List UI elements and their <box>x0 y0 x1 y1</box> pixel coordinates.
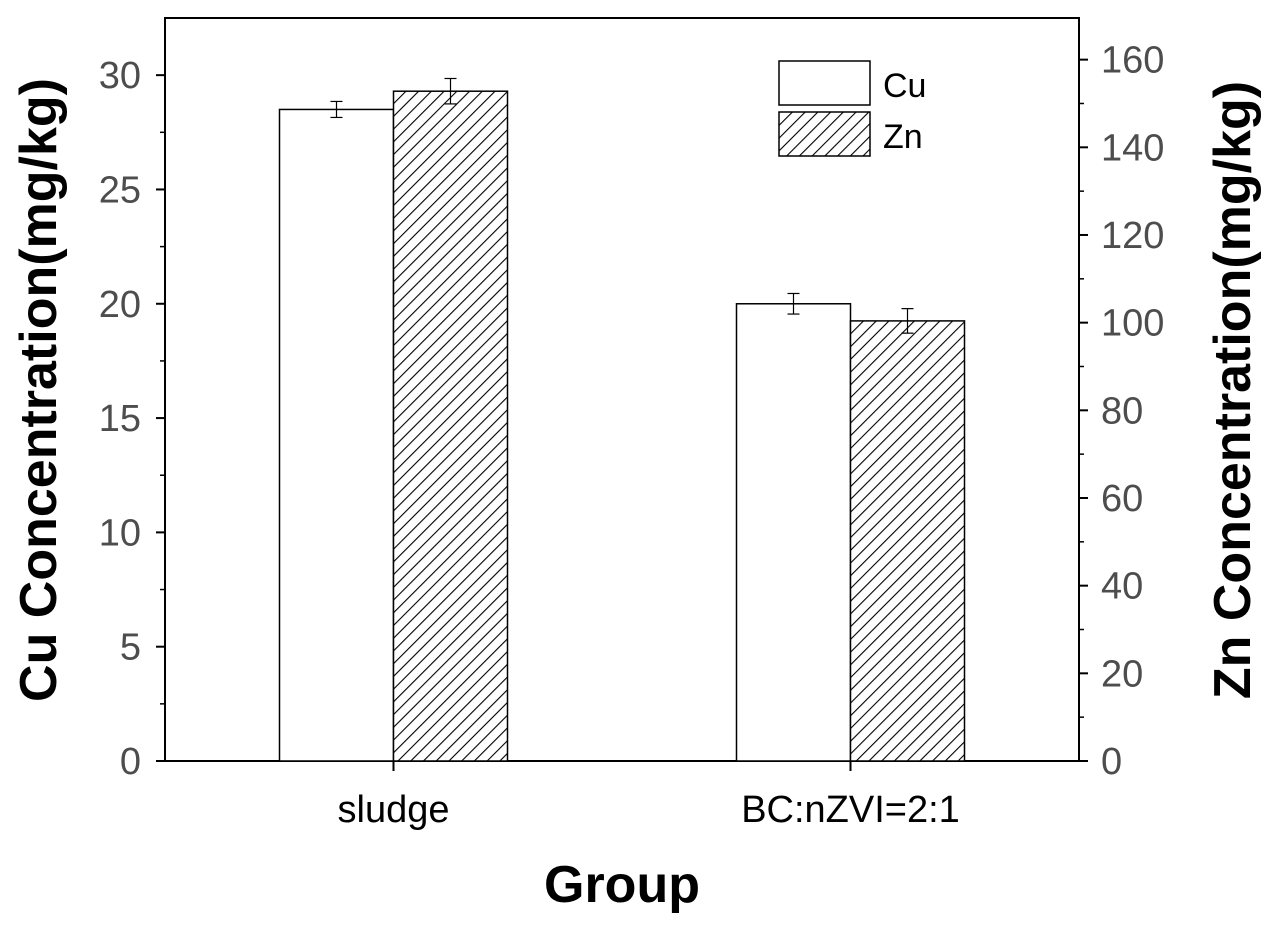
bar-zn <box>392 90 509 762</box>
right-y-axis: 0 20 40 60 80 100 120 140 160 <box>1079 40 1164 783</box>
legend: Cu Zn <box>778 60 926 157</box>
right-y-axis-title: Zn Concentration(mg/kg) <box>1204 81 1262 699</box>
plot-frame <box>164 17 1080 762</box>
left-tick-label: 5 <box>120 627 141 669</box>
bar-series <box>278 77 966 762</box>
x-tick-label: sludge <box>338 789 450 831</box>
left-tick-label: 20 <box>99 284 141 326</box>
legend-swatch-zn <box>778 111 871 157</box>
right-tick-label: 100 <box>1101 303 1164 345</box>
left-y-axis-title: Cu Concentration(mg/kg) <box>10 78 68 702</box>
right-tick-label: 80 <box>1101 390 1143 432</box>
legend-label-cu: Cu <box>883 67 926 105</box>
right-tick-label: 160 <box>1101 40 1164 82</box>
bar-zn <box>849 320 966 762</box>
bar-cu <box>735 303 852 762</box>
left-tick-label: 0 <box>120 741 141 783</box>
right-tick-label: 0 <box>1101 741 1122 783</box>
right-tick-label: 40 <box>1101 566 1143 608</box>
left-tick-label: 30 <box>99 55 141 97</box>
legend-swatch-cu <box>778 60 871 106</box>
left-tick-label: 10 <box>99 512 141 554</box>
left-y-axis: 0 5 10 15 20 25 30 <box>99 55 165 783</box>
bar-cu <box>278 108 395 762</box>
x-axis-title: Group <box>544 856 700 914</box>
left-tick-label: 15 <box>99 398 141 440</box>
right-tick-label: 20 <box>1101 653 1143 695</box>
x-axis: sludge BC:nZVI=2:1 <box>338 761 960 831</box>
right-tick-label: 120 <box>1101 215 1164 257</box>
legend-label-zn: Zn <box>883 118 923 156</box>
right-tick-label: 60 <box>1101 478 1143 520</box>
left-tick-label: 25 <box>99 169 141 211</box>
x-tick-label: BC:nZVI=2:1 <box>741 789 960 831</box>
right-tick-label: 140 <box>1101 127 1164 169</box>
